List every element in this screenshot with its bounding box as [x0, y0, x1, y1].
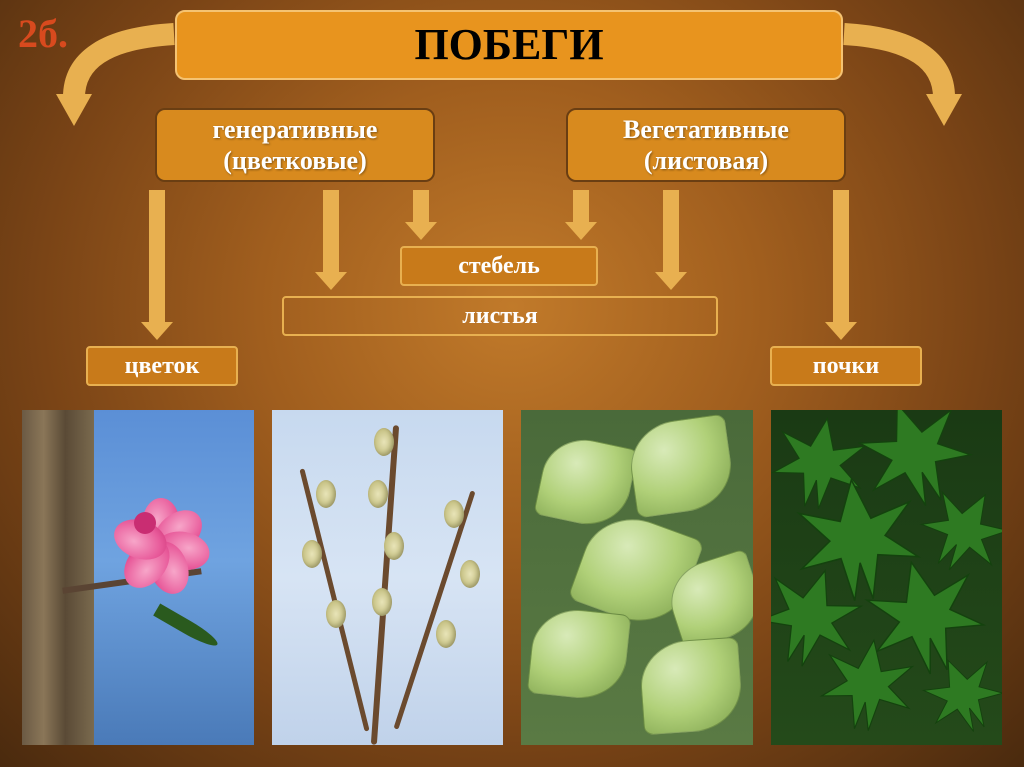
node-generative: генеративные (цветковые) — [155, 108, 435, 182]
node-leaves-label: листья — [462, 303, 537, 330]
node-vegetative-l2: (листовая) — [644, 145, 768, 176]
node-generative-l2: (цветковые) — [223, 145, 367, 176]
arrow-down — [156, 190, 158, 340]
arrow-down — [670, 190, 672, 290]
node-vegetative-l1: Вегетативные — [623, 114, 789, 145]
node-stem: стебель — [400, 246, 598, 286]
node-buds: почки — [770, 346, 922, 386]
arrow-down — [840, 190, 842, 340]
image-maple-leaves — [771, 410, 1003, 745]
node-leaves: листья — [282, 296, 718, 336]
arrow-down — [580, 190, 582, 240]
node-flower: цветок — [86, 346, 238, 386]
node-flower-label: цветок — [125, 353, 200, 380]
node-main-label: ПОБЕГИ — [414, 23, 603, 67]
image-round-leaves — [521, 410, 753, 745]
node-generative-l1: генеративные — [213, 114, 378, 145]
arrow-down — [420, 190, 422, 240]
node-stem-label: стебель — [458, 253, 540, 280]
image-catkins — [272, 410, 504, 745]
node-vegetative: Вегетативные (листовая) — [566, 108, 846, 182]
images-row — [22, 410, 1002, 745]
arrow-down — [330, 190, 332, 290]
node-buds-label: почки — [813, 353, 879, 380]
curve-arrow-right — [836, 22, 966, 132]
slide: 2б. ПОБЕГИ генеративные (цветковые) Веге… — [0, 0, 1024, 767]
image-flower-branch — [22, 410, 254, 745]
node-main: ПОБЕГИ — [175, 10, 843, 80]
